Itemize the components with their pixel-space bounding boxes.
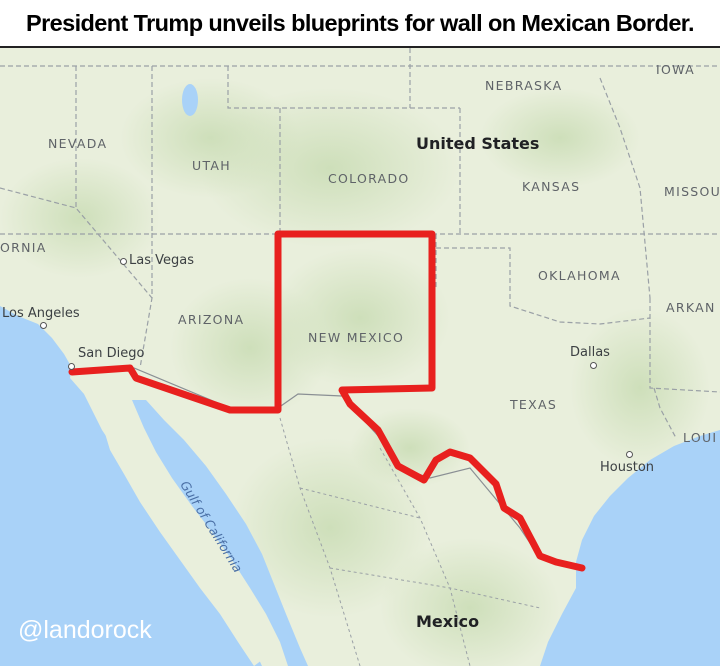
map[interactable]: IOWA NEBRASKA NEVADA UTAH COLORADO KANSA… xyxy=(0,48,720,666)
city-dot-las-vegas xyxy=(120,258,127,265)
us-state-borders xyxy=(0,48,720,439)
wall-line xyxy=(68,230,586,572)
state-label-arkansas: ARKAN xyxy=(666,300,716,315)
watermark-handle: @landorock xyxy=(18,616,152,644)
state-label-nebraska: NEBRASKA xyxy=(485,78,563,93)
mexico-state-lines xyxy=(279,417,541,666)
state-label-utah: UTAH xyxy=(192,158,231,173)
city-label-san-diego: San Diego xyxy=(78,346,145,361)
gulf-of-mexico-water xyxy=(540,430,720,666)
terrain-shading xyxy=(0,78,710,666)
headline: President Trump unveils blueprints for w… xyxy=(26,9,695,36)
city-label-houston: Houston xyxy=(600,460,655,475)
map-canvas xyxy=(0,48,720,666)
country-label-mexico: Mexico xyxy=(416,612,480,631)
city-label-las-vegas: Las Vegas xyxy=(129,253,194,268)
state-label-louisiana: LOUI xyxy=(683,430,718,445)
city-dot-houston xyxy=(626,451,633,458)
state-label-texas: TEXAS xyxy=(510,397,558,412)
state-label-missouri: MISSOU xyxy=(664,184,720,199)
state-label-new-mexico: NEW MEXICO xyxy=(308,330,405,345)
great-salt-lake xyxy=(182,84,198,116)
state-label-colorado: COLORADO xyxy=(328,171,410,186)
city-dot-san-diego xyxy=(68,363,75,370)
city-label-dallas: Dallas xyxy=(570,345,610,360)
state-label-nevada: NEVADA xyxy=(48,136,108,151)
state-label-kansas: KANSAS xyxy=(522,179,581,194)
gulf-of-california-water xyxy=(132,400,308,666)
state-label-oklahoma: OKLAHOMA xyxy=(538,268,621,283)
city-dot-los-angeles xyxy=(40,322,47,329)
state-label-iowa: IOWA xyxy=(656,62,695,77)
city-dot-dallas xyxy=(590,362,597,369)
state-label-california: ORNIA xyxy=(0,240,47,255)
city-label-los-angeles: Los Angeles xyxy=(2,306,80,321)
baja-peninsula xyxy=(104,430,262,666)
country-label-us: United States xyxy=(416,134,540,153)
title-bar: President Trump unveils blueprints for w… xyxy=(0,0,720,48)
state-label-arizona: ARIZONA xyxy=(178,312,245,327)
